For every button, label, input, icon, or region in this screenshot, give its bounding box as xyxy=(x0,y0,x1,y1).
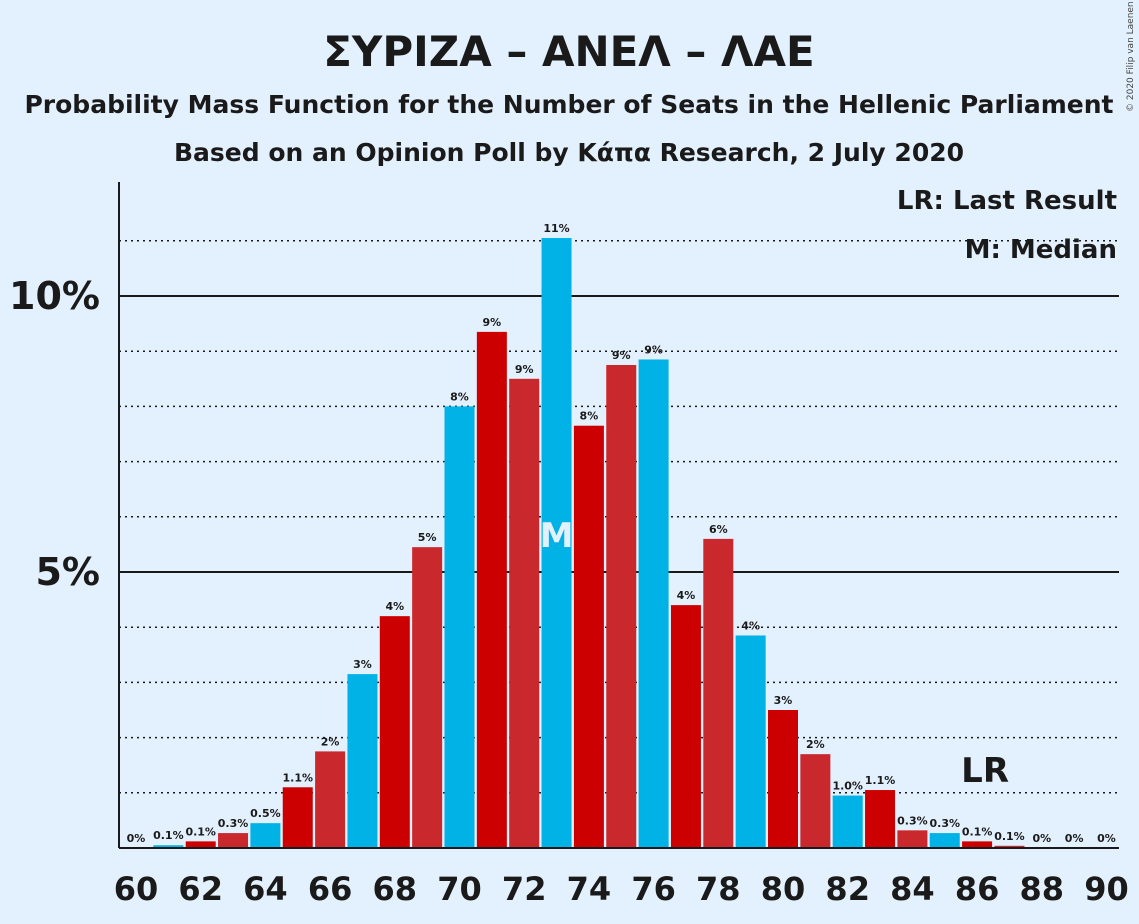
x-tick-label: 86 xyxy=(955,870,1000,908)
data-label: 9% xyxy=(612,349,631,362)
chart-title: ΣΥΡΙΖΑ – ΑΝΕΛ – ΛΑΕ xyxy=(323,27,815,76)
data-label: 0% xyxy=(1065,832,1084,845)
bar xyxy=(994,845,1025,848)
data-label: 1.0% xyxy=(832,780,863,793)
bar xyxy=(444,406,475,848)
bar xyxy=(379,616,410,848)
x-tick-label: 64 xyxy=(243,870,288,908)
data-label: 1.1% xyxy=(282,771,313,784)
data-label: 5% xyxy=(418,531,437,544)
x-tick-label: 90 xyxy=(1084,870,1129,908)
data-label: 9% xyxy=(483,316,502,329)
data-label: 0.3% xyxy=(897,814,928,827)
y-tick-label: 10% xyxy=(9,274,100,318)
median-marker: M xyxy=(540,516,574,556)
data-label: 3% xyxy=(774,694,793,707)
x-tick-label: 84 xyxy=(890,870,935,908)
data-label: 4% xyxy=(741,619,760,632)
data-label: 9% xyxy=(644,343,663,356)
x-tick-label: 68 xyxy=(373,870,418,908)
legend-median: M: Median xyxy=(965,235,1117,265)
data-label: 11% xyxy=(543,222,569,235)
data-label: 0.1% xyxy=(962,825,993,838)
bar xyxy=(929,833,960,848)
bar xyxy=(185,841,216,848)
x-tick-label: 88 xyxy=(1020,870,1065,908)
data-labels: 0% 0.1% 0.1%0.3%0.5%1.1%2%3%4%5%8%9%9%11%8… xyxy=(127,222,1116,845)
copyright-notice: © 2020 Filip van Laenen xyxy=(1126,1,1136,112)
x-tick-label: 74 xyxy=(567,870,612,908)
chart-subtitle: Probability Mass Function for the Number… xyxy=(24,90,1113,119)
bar xyxy=(768,710,798,848)
data-label: 0.1% xyxy=(153,829,184,842)
bar xyxy=(315,751,346,848)
data-label: 0% xyxy=(127,832,146,845)
x-tick-labels: 60 62 64 66 68 70 72 74 76 78 80 82 84 86 88 90 xyxy=(114,870,1129,908)
bar xyxy=(606,365,637,848)
x-tick-label: 70 xyxy=(437,870,482,908)
legend-last-result: LR: Last Result xyxy=(897,186,1117,216)
bars xyxy=(153,238,1025,849)
bar xyxy=(218,833,249,848)
data-label: 4% xyxy=(385,600,404,613)
x-tick-label: 66 xyxy=(308,870,353,908)
data-label: 9% xyxy=(515,363,534,376)
bar xyxy=(282,787,313,848)
data-label: 1.1% xyxy=(865,774,896,787)
bar xyxy=(735,635,766,848)
bar xyxy=(962,841,993,848)
y-tick-label: 5% xyxy=(35,550,100,594)
x-tick-label: 82 xyxy=(825,870,870,908)
bar xyxy=(800,754,831,848)
data-label: 2% xyxy=(806,738,825,751)
bar xyxy=(476,331,507,848)
data-label: 8% xyxy=(450,390,469,403)
x-tick-label: 80 xyxy=(761,870,806,908)
y-tick-labels: 5% 10% xyxy=(9,274,100,594)
bar xyxy=(897,830,928,848)
data-label: 8% xyxy=(580,410,599,423)
bar xyxy=(250,823,281,848)
data-label: 0.5% xyxy=(250,807,281,820)
data-label: 0.3% xyxy=(929,817,960,830)
x-tick-label: 76 xyxy=(631,870,676,908)
bar xyxy=(541,238,572,849)
x-tick-label: 72 xyxy=(502,870,547,908)
bar xyxy=(509,378,540,848)
bar xyxy=(347,674,378,848)
x-tick-label: 60 xyxy=(114,870,159,908)
bar xyxy=(412,547,443,848)
data-label: 3% xyxy=(353,658,372,671)
bar xyxy=(670,605,701,848)
bar xyxy=(865,790,896,848)
bar xyxy=(832,795,863,848)
chart-subtitle-source: Based on an Opinion Poll by Κάπα Researc… xyxy=(174,138,964,167)
data-label: 0.3% xyxy=(218,817,249,830)
data-label: 6% xyxy=(709,523,728,536)
bar xyxy=(703,538,734,848)
data-label: 0% xyxy=(1097,832,1116,845)
data-label: 0.1% xyxy=(185,825,216,838)
bar xyxy=(573,425,604,848)
last-result-marker: LR xyxy=(961,751,1009,791)
x-tick-label: 62 xyxy=(178,870,223,908)
data-label: 4% xyxy=(677,589,696,602)
data-label: 0.1% xyxy=(994,830,1025,843)
x-tick-label: 78 xyxy=(696,870,741,908)
data-label: 0% xyxy=(1032,832,1051,845)
data-label: 2% xyxy=(321,735,340,748)
bar xyxy=(153,845,184,848)
bar xyxy=(638,359,669,848)
